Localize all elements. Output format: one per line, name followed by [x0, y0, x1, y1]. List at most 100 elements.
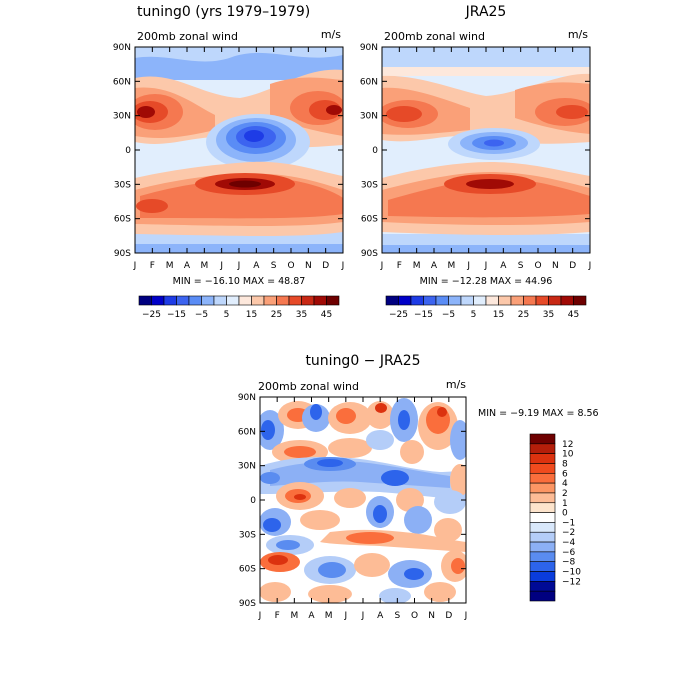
x-tick-label: J: [341, 261, 345, 271]
panel-difference: tuning0 − JRA25 200mb zonal wind m/s: [238, 353, 599, 621]
x-tick-label: N: [305, 261, 312, 271]
y-tick-label: 60N: [360, 77, 378, 87]
y-tick-label: 0: [372, 146, 378, 156]
colorbar-swatch: [529, 522, 556, 533]
panel-reanalysis-field: [382, 47, 590, 253]
colorbar-swatch: [423, 295, 437, 306]
colorbar-label: −5: [195, 310, 208, 320]
y-tick-label: 30N: [238, 462, 256, 472]
x-tick-label: J: [237, 261, 241, 271]
x-tick-label: O: [287, 261, 294, 271]
y-tick-label: 30N: [113, 112, 131, 122]
y-tick-label: 30S: [239, 530, 256, 540]
y-tick-label: 60N: [238, 427, 256, 437]
panel-reanalysis-title: JRA25: [465, 4, 507, 20]
colorbar-swatch: [263, 295, 277, 306]
colorbar-swatch: [529, 561, 556, 572]
x-tick-label: D: [445, 611, 452, 621]
colorbar-label: −15: [167, 310, 186, 320]
colorbar-swatch: [301, 295, 315, 306]
x-tick-label: N: [552, 261, 559, 271]
colorbar-label: 10: [562, 450, 574, 460]
y-tick-label: 90S: [114, 249, 131, 259]
x-tick-label: J: [219, 261, 223, 271]
panel-model-colorbar: −25 −15 −5 5 15 25 35 45: [138, 295, 340, 320]
colorbar-swatch: [226, 295, 240, 306]
x-tick-label: J: [484, 261, 488, 271]
colorbar-swatch: [385, 295, 399, 306]
colorbar-swatch: [138, 295, 152, 306]
x-tick-label: J: [464, 611, 468, 621]
x-tick-label: M: [325, 611, 333, 621]
colorbar-label: 25: [271, 310, 282, 320]
colorbar-label: 0: [562, 509, 568, 519]
x-tick-label: A: [431, 261, 438, 271]
panel-difference-stats: MIN = −9.19 MAX = 8.56: [478, 408, 599, 419]
panel-reanalysis: JRA25 200mb zonal wind m/s: [360, 4, 592, 320]
colorbar-label: 8: [562, 459, 568, 469]
x-tick-label: J: [588, 261, 592, 271]
colorbar-swatch: [238, 295, 252, 306]
colorbar-label: 15: [493, 310, 504, 320]
x-tick-label: J: [258, 611, 262, 621]
colorbar-swatch: [498, 295, 512, 306]
colorbar-swatch: [529, 433, 556, 445]
panel-difference-units: m/s: [446, 378, 466, 391]
y-tick-label: 30N: [360, 112, 378, 122]
x-tick-label: A: [500, 261, 507, 271]
x-tick-label: O: [534, 261, 541, 271]
colorbar-swatch: [529, 571, 556, 582]
colorbar-swatch: [485, 295, 499, 306]
panel-reanalysis-colorbar: −25 −15 −5 5 15 25 35 45: [385, 295, 587, 320]
colorbar-swatch: [529, 541, 556, 553]
colorbar-swatch: [410, 295, 424, 306]
x-tick-label: F: [150, 261, 155, 271]
colorbar-swatch: [529, 590, 556, 602]
colorbar-label: −2: [562, 528, 575, 538]
x-tick-label: A: [184, 261, 191, 271]
x-tick-label: S: [394, 611, 400, 621]
colorbar-swatch: [201, 295, 215, 306]
colorbar-label: −4: [562, 538, 576, 548]
colorbar-swatch: [188, 295, 202, 306]
panel-reanalysis-units: m/s: [568, 28, 588, 41]
panel-model-units: m/s: [321, 28, 341, 41]
colorbar-label: 1: [562, 499, 568, 509]
x-tick-label: J: [344, 611, 348, 621]
x-tick-label: A: [377, 611, 384, 621]
y-tick-label: 0: [250, 496, 256, 506]
colorbar-swatch: [448, 295, 462, 306]
x-tick-label: J: [133, 261, 137, 271]
panel-difference-field: [260, 397, 466, 603]
y-tick-label: 0: [125, 146, 131, 156]
x-tick-label: M: [290, 611, 298, 621]
colorbar-label: −15: [414, 310, 433, 320]
colorbar-swatch: [510, 295, 524, 306]
x-tick-label: F: [275, 611, 280, 621]
colorbar-swatch: [288, 295, 302, 306]
y-tick-label: 90S: [239, 599, 256, 609]
x-tick-label: S: [518, 261, 524, 271]
x-tick-label: M: [413, 261, 421, 271]
x-tick-label: D: [569, 261, 576, 271]
x-tick-label: S: [271, 261, 277, 271]
colorbar-label: −6: [562, 548, 576, 558]
colorbar-swatch: [276, 295, 290, 306]
y-tick-label: 60N: [113, 77, 131, 87]
colorbar-label: −25: [389, 310, 408, 320]
x-tick-label: J: [380, 261, 384, 271]
x-tick-label: N: [428, 611, 435, 621]
colorbar-swatch: [398, 295, 412, 306]
panel-difference-title: tuning0 − JRA25: [305, 353, 420, 369]
colorbar-label: 2: [562, 489, 568, 499]
panel-reanalysis-stats: MIN = −12.28 MAX = 44.96: [420, 276, 553, 287]
colorbar-swatch: [529, 502, 556, 513]
colorbar-swatch: [473, 295, 487, 306]
colorbar-label: 35: [543, 310, 554, 320]
y-tick-label: 30S: [114, 180, 131, 190]
x-tick-label: M: [447, 261, 455, 271]
colorbar-label: 35: [296, 310, 307, 320]
y-tick-label: 30S: [361, 180, 378, 190]
colorbar-swatch: [529, 472, 556, 484]
